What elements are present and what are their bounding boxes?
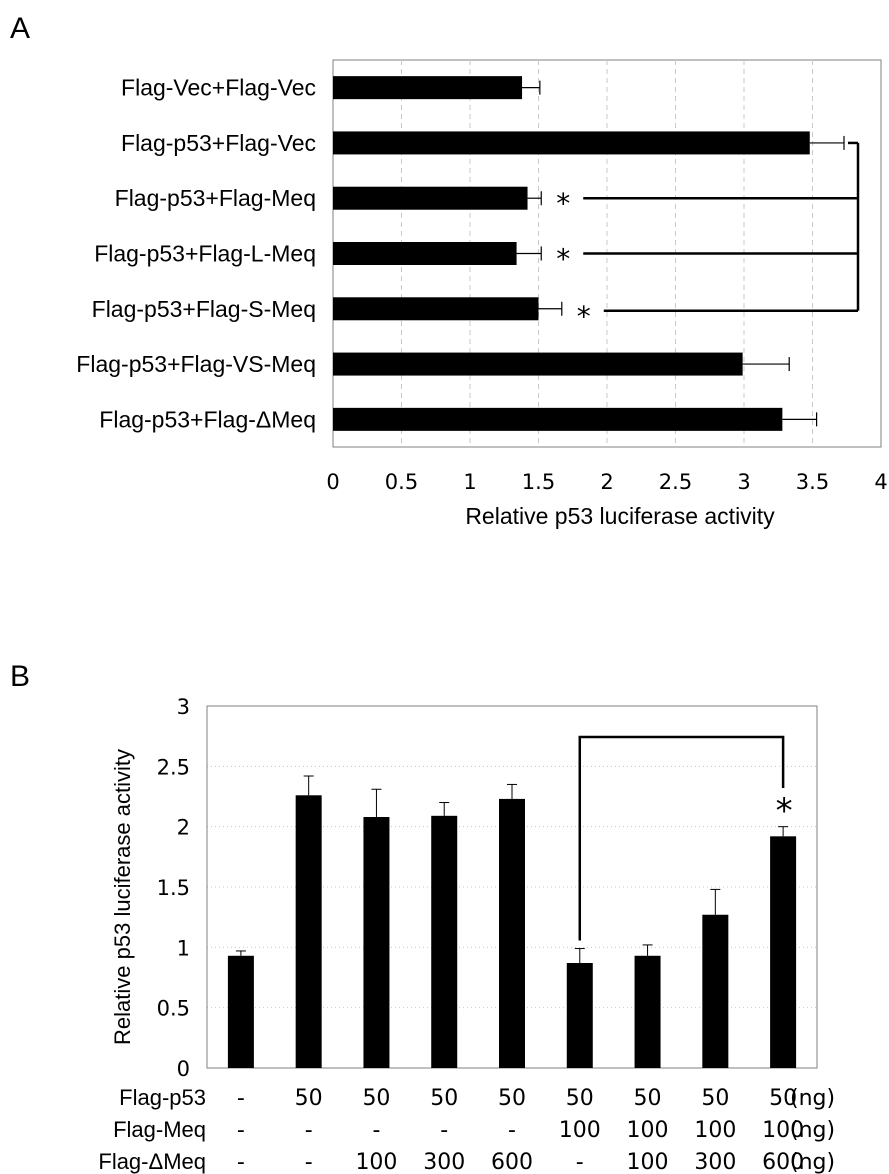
bar <box>363 817 390 1068</box>
x-tick-label: 3 <box>737 470 750 494</box>
condition-value: 100 <box>627 1118 669 1143</box>
bar <box>295 795 322 1068</box>
condition-value: 50 <box>634 1086 662 1111</box>
condition-value: 300 <box>423 1150 465 1174</box>
x-tick-label: 0.5 <box>385 470 418 494</box>
condition-value: - <box>237 1150 245 1174</box>
significance-asterisk: * <box>556 243 570 276</box>
y-tick-label: 1.5 <box>157 876 190 900</box>
condition-value: 50 <box>769 1086 797 1111</box>
y-tick-label: 2 <box>177 816 190 840</box>
x-tick-label: 4 <box>874 470 887 494</box>
x-tick-label: 2.5 <box>659 470 692 494</box>
condition-value: 50 <box>295 1086 323 1111</box>
condition-value: 600 <box>762 1150 804 1174</box>
bar <box>333 407 783 431</box>
category-label: Flag-p53+Flag-Meq <box>115 185 316 211</box>
condition-unit: (ng) <box>790 1150 835 1174</box>
category-label: Flag-p53+Flag-S-Meq <box>92 296 316 322</box>
category-label: Flag-p53+Flag-L-Meq <box>94 241 316 267</box>
condition-value: 50 <box>566 1086 594 1111</box>
y-tick-label: 2.5 <box>157 755 190 779</box>
y-tick-label: 1 <box>177 936 190 960</box>
condition-value: 50 <box>701 1086 729 1111</box>
significance-asterisk: * <box>556 187 570 220</box>
category-label: Flag-p53+Flag-ΔMeq <box>99 406 316 432</box>
condition-value: 100 <box>355 1150 397 1174</box>
category-label: Flag-p53+Flag-VS-Meq <box>76 351 316 377</box>
chart-a: 0 0.5 1 1.5 2 2.5 3 3.5 4 Relative p53 luciferase… <box>76 59 888 529</box>
condition-label: Flag-p53 <box>119 1085 206 1110</box>
condition-value: - <box>576 1150 584 1174</box>
bar <box>634 955 661 1068</box>
condition-value: 100 <box>559 1118 601 1143</box>
x-tick-label: 3.5 <box>796 470 829 494</box>
x-tick-label: 2 <box>600 470 613 494</box>
condition-value: - <box>508 1118 516 1143</box>
bar <box>499 798 525 1068</box>
x-tick-label: 1 <box>463 470 476 494</box>
condition-value: - <box>305 1150 313 1174</box>
x-tick-label: 0 <box>326 470 339 494</box>
condition-value: 600 <box>491 1150 533 1174</box>
x-axis-title: Relative p53 luciferase activity <box>465 503 775 529</box>
category-label: Flag-Vec+Flag-Vec <box>121 75 316 101</box>
bar <box>702 914 729 1068</box>
bar <box>431 815 458 1068</box>
condition-value: 100 <box>627 1150 669 1174</box>
significance-asterisk: * <box>577 300 591 333</box>
condition-value: 300 <box>694 1150 736 1174</box>
bar <box>333 76 523 100</box>
y-axis-title: Relative p53 luciferase activity <box>110 749 135 1045</box>
significance-bracket <box>578 735 785 941</box>
condition-value: - <box>372 1118 380 1143</box>
bar <box>333 242 517 265</box>
bar <box>227 955 254 1068</box>
condition-value: 100 <box>762 1118 804 1143</box>
condition-label: Flag-Meq <box>113 1117 206 1142</box>
bar <box>333 131 810 155</box>
condition-value: - <box>237 1118 245 1143</box>
x-tick-label: 1.5 <box>522 470 555 494</box>
condition-value: - <box>305 1118 313 1143</box>
significance-asterisk: * <box>776 791 793 831</box>
bar <box>333 186 528 210</box>
bar <box>333 352 743 376</box>
chart-b: 0 0.5 1 1.5 2 2.5 3 Relative p53 luciferase act… <box>98 695 835 1174</box>
condition-value: - <box>237 1086 245 1111</box>
condition-label: Flag-ΔMeq <box>98 1149 206 1174</box>
bar <box>566 963 593 1068</box>
y-tick-label: 3 <box>177 695 190 719</box>
panel-b-letter: B <box>10 660 30 693</box>
panel-a-letter: A <box>10 12 30 45</box>
bar <box>770 836 797 1068</box>
condition-unit: (ng) <box>790 1118 835 1143</box>
condition-value: 100 <box>694 1118 736 1143</box>
condition-value: 50 <box>498 1086 526 1111</box>
y-tick-label: 0.5 <box>157 997 190 1021</box>
condition-value: 50 <box>362 1086 390 1111</box>
condition-value: - <box>440 1118 448 1143</box>
condition-unit: (ng) <box>790 1086 835 1111</box>
category-label: Flag-p53+Flag-Vec <box>121 130 316 156</box>
condition-value: 50 <box>430 1086 458 1111</box>
bar <box>333 297 539 321</box>
y-tick-label: 0 <box>177 1057 190 1081</box>
